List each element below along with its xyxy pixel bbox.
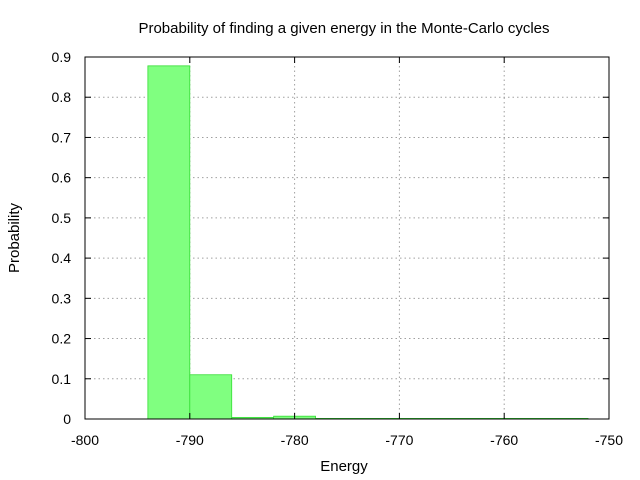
- y-tick-label: 0.3: [52, 290, 72, 306]
- y-tick-label: 0.2: [52, 331, 72, 347]
- x-tick-label: -800: [71, 432, 99, 448]
- y-tick-label: 0: [63, 411, 71, 427]
- y-tick-label: 0.4: [52, 250, 72, 266]
- x-tick-label: -770: [385, 432, 413, 448]
- y-tick-label: 0.9: [52, 49, 72, 65]
- x-axis-label: Energy: [320, 458, 368, 475]
- y-tick-label: 0.6: [52, 170, 72, 186]
- histogram-bars: [147, 65, 589, 420]
- y-tick-label: 0.5: [52, 210, 72, 226]
- x-tick-label: -790: [176, 432, 204, 448]
- y-tick-label: 0.7: [52, 129, 72, 145]
- histogram-bar: [147, 65, 191, 420]
- x-tick-label: -750: [595, 432, 623, 448]
- x-tick-label: -780: [281, 432, 309, 448]
- grid-lines: [85, 57, 609, 419]
- x-tick-label: -760: [490, 432, 518, 448]
- y-tick-label: 0.8: [52, 89, 72, 105]
- plot-frame: [84, 56, 610, 420]
- histogram-bar: [189, 374, 233, 420]
- axis-ticks: -800 -790 -780 -770 -760 -750 0 0.1 0.2 0.3 0.4 0.5…: [52, 49, 624, 448]
- y-tick-label: 0.1: [52, 371, 72, 387]
- chart-title: Probability of finding a given energy in…: [138, 20, 549, 37]
- y-axis-label: Probability: [6, 202, 23, 273]
